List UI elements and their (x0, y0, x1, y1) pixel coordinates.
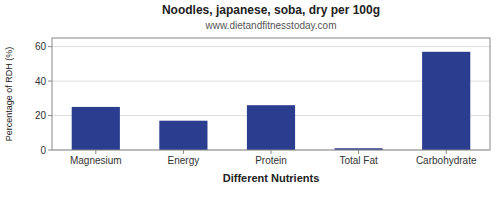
grid (52, 47, 490, 150)
x-tick-label: Total Fat (339, 155, 378, 166)
y-tick (48, 46, 52, 47)
y-tick (48, 150, 52, 151)
bars (72, 52, 471, 150)
page: {"chart_data": {"type": "bar", "title": … (0, 0, 500, 200)
x-tick-label: Magnesium (70, 155, 122, 166)
x-tick (446, 150, 447, 154)
x-tick (183, 150, 184, 154)
y-tick-label: 0 (40, 145, 46, 156)
chart-container: Noodles, japanese, soba, dry per 100g www… (0, 0, 500, 200)
bar (159, 121, 207, 150)
x-tick (358, 150, 359, 154)
y-tick (48, 81, 52, 82)
chart: Noodles, japanese, soba, dry per 100g www… (0, 0, 500, 200)
plot-frame (52, 38, 490, 150)
y-tick-label: 60 (35, 41, 47, 52)
x-tick (271, 150, 272, 154)
x-axis: Magnesium Energy Protein Total Fat Carbohydr… (70, 150, 477, 166)
y-axis-label: Percentage of RDH (%) (4, 47, 14, 142)
x-tick-label: Protein (255, 155, 287, 166)
subtitle: www.dietandfitnesstoday.com (205, 20, 337, 31)
y-tick-label: 40 (35, 76, 47, 87)
y-axis: 0 20 40 60 (35, 41, 52, 155)
x-axis-label: Different Nutrients (223, 172, 320, 184)
x-tick (95, 150, 96, 154)
bar (422, 52, 470, 150)
bar (247, 105, 295, 150)
y-tick-label: 20 (35, 110, 47, 121)
x-tick-label: Carbohydrate (416, 155, 477, 166)
y-tick (48, 115, 52, 116)
x-tick-label: Energy (168, 155, 200, 166)
bar (72, 107, 120, 150)
title: Noodles, japanese, soba, dry per 100g (162, 3, 380, 17)
grid-line (52, 46, 490, 47)
